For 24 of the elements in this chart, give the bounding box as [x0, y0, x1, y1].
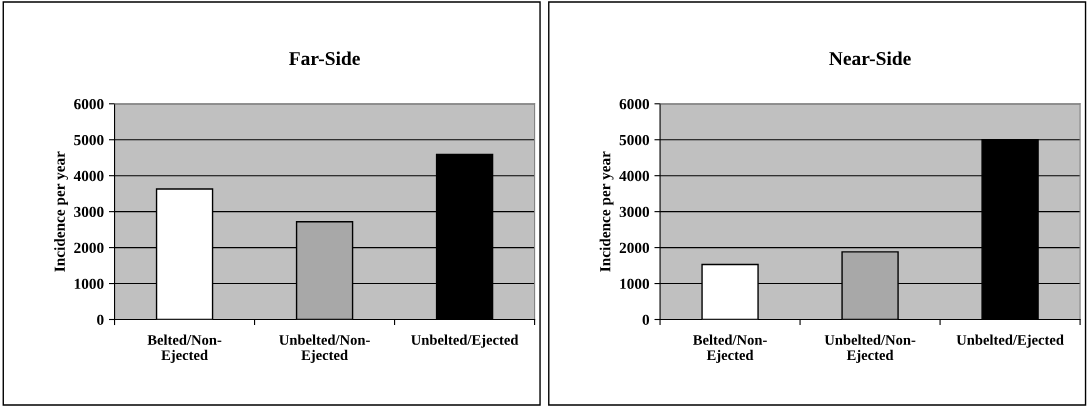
y-tick-label: 0: [642, 314, 650, 325]
y-axis-title: Incidence per year: [54, 151, 69, 272]
y-tick-label: 1000: [74, 278, 104, 289]
y-tick-label: 3000: [74, 206, 104, 218]
y-tick-label: 0: [97, 314, 104, 325]
x-tick-label: Unbelted/Non- Ejected: [824, 334, 916, 364]
y-tick-label: 5000: [619, 134, 650, 146]
y-tick-label: 1000: [620, 278, 650, 289]
x-tick-label: Unbelted/Ejected: [411, 334, 519, 348]
x-tick-label: Unbelted/Non- Ejected: [279, 334, 370, 364]
y-tick-label: 4000: [73, 170, 104, 182]
x-tick-label: Belted/Non- Ejected: [693, 334, 767, 364]
y-axis-title: Incidence per year: [599, 151, 614, 272]
y-tick-label: 5000: [74, 134, 104, 146]
x-tick-label: Belted/Non- Ejected: [147, 334, 222, 364]
chart-title: Near-Side: [829, 51, 911, 66]
y-tick-label: 6000: [74, 98, 104, 110]
y-tick-label: 4000: [619, 170, 650, 182]
y-tick-label: 2000: [74, 242, 104, 254]
chart-title: Far-Side: [289, 51, 360, 66]
y-tick-label: 6000: [619, 98, 650, 110]
x-tick-label: Unbelted/Ejected: [956, 334, 1064, 348]
y-tick-label: 2000: [619, 242, 650, 254]
y-tick-label: 3000: [619, 206, 650, 218]
